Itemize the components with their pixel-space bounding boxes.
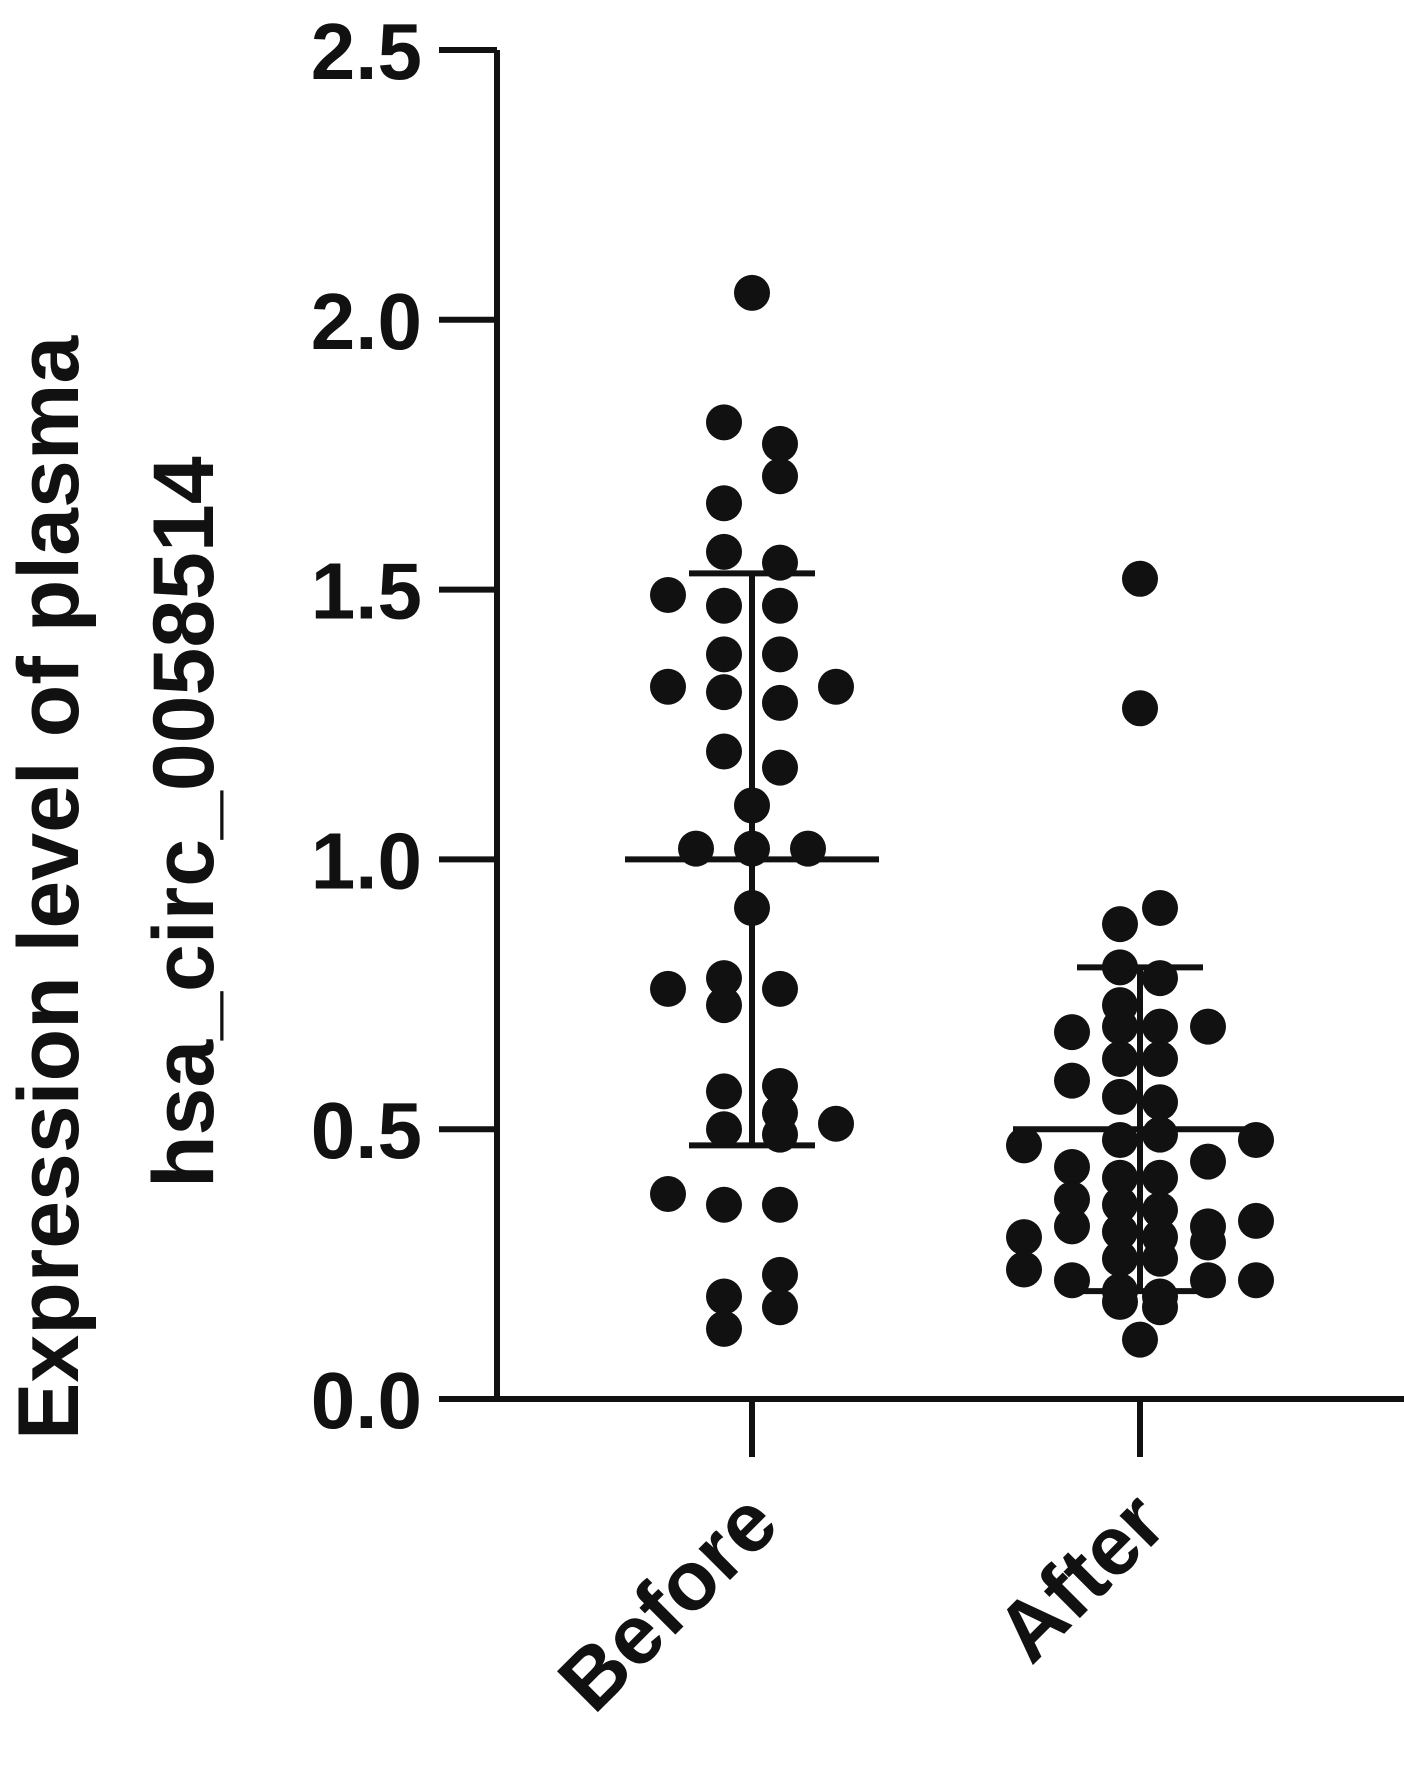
data-point — [706, 1111, 742, 1148]
data-point — [762, 425, 798, 462]
data-point — [1122, 690, 1158, 727]
data-point — [706, 1278, 742, 1315]
data-point — [1142, 1289, 1178, 1326]
data-points — [650, 274, 1274, 1358]
data-point — [1054, 1208, 1090, 1245]
data-point — [706, 960, 742, 997]
y-tick-label: 2.0 — [311, 277, 422, 366]
data-point — [762, 970, 798, 1007]
data-point — [818, 668, 854, 705]
data-point — [706, 987, 742, 1024]
data-point — [1006, 1251, 1042, 1288]
data-point — [1006, 1127, 1042, 1164]
data-point — [1238, 1202, 1274, 1239]
data-point — [1054, 1148, 1090, 1185]
y-tick-label: 0.5 — [311, 1086, 422, 1175]
data-point — [1142, 1008, 1178, 1045]
data-point — [650, 970, 686, 1007]
data-point — [1142, 1159, 1178, 1196]
data-point — [1122, 560, 1158, 597]
data-point — [706, 636, 742, 673]
data-point — [1142, 1116, 1178, 1153]
y-tick-label: 0.0 — [311, 1356, 422, 1445]
data-point — [1054, 1062, 1090, 1099]
data-point — [1142, 1084, 1178, 1121]
data-point — [1142, 1041, 1178, 1078]
data-point — [1190, 1143, 1226, 1180]
y-tick-label: 2.5 — [311, 7, 422, 96]
data-point — [1102, 1240, 1138, 1277]
data-point — [762, 458, 798, 495]
data-point — [762, 636, 798, 673]
data-point — [1102, 1078, 1138, 1115]
x-axis — [439, 1396, 1404, 1457]
y-tick-label: 1.5 — [311, 547, 422, 636]
data-point — [1238, 1262, 1274, 1299]
data-point — [762, 749, 798, 786]
data-point — [1142, 889, 1178, 926]
category-labels: Before After — [540, 1474, 1183, 1729]
data-point — [1054, 1181, 1090, 1218]
data-point — [706, 1073, 742, 1110]
data-point — [650, 668, 686, 705]
data-point — [706, 674, 742, 711]
data-point — [762, 1289, 798, 1326]
data-point — [762, 684, 798, 721]
data-point — [1102, 906, 1138, 943]
data-point — [706, 733, 742, 770]
data-point — [706, 404, 742, 441]
data-point — [650, 576, 686, 613]
data-point — [706, 1310, 742, 1347]
data-point — [1190, 1224, 1226, 1261]
data-point — [1142, 1192, 1178, 1229]
data-point — [1054, 1014, 1090, 1051]
data-point — [706, 485, 742, 522]
data-point — [762, 587, 798, 624]
data-point — [706, 533, 742, 570]
data-point — [818, 1105, 854, 1142]
mean-sd-bars — [625, 570, 1267, 1295]
y-axis: 0.0 0.5 1.0 1.5 2.0 2.5 — [311, 7, 500, 1445]
data-point — [706, 1186, 742, 1223]
y-tick-label: 1.0 — [311, 816, 422, 905]
category-label-before: Before — [540, 1474, 795, 1729]
data-point — [734, 274, 770, 311]
category-label-after: After — [978, 1474, 1183, 1679]
data-point — [1142, 1240, 1178, 1277]
data-point — [1102, 1186, 1138, 1223]
data-point — [1102, 1041, 1138, 1078]
data-point — [1102, 1008, 1138, 1045]
data-point — [1102, 1213, 1138, 1250]
data-point — [706, 587, 742, 624]
data-point — [762, 1256, 798, 1293]
y-axis-title-line-2: hsa_circ_0058514 — [136, 456, 232, 1188]
data-point — [1122, 1321, 1158, 1358]
data-point — [762, 1186, 798, 1223]
data-point — [1006, 1219, 1042, 1256]
data-point — [650, 1175, 686, 1212]
data-point — [762, 1068, 798, 1105]
y-axis-title-line-1: Expression level of plasma — [1, 335, 97, 1440]
data-point — [1102, 1159, 1138, 1196]
data-point — [1190, 1008, 1226, 1045]
